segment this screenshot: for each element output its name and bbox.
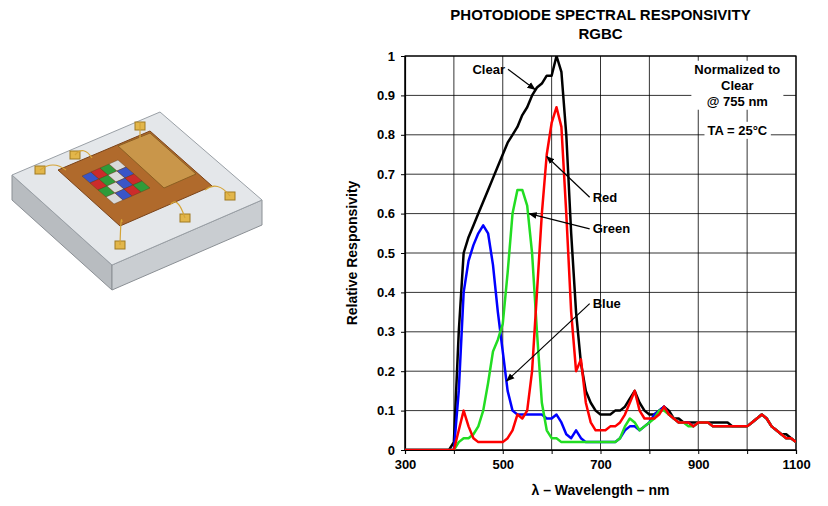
chart-subtitle: RGBC <box>578 25 622 42</box>
series-label: Clear <box>472 62 505 77</box>
filter-cell <box>133 181 150 192</box>
label-arrow <box>529 214 590 229</box>
y-grid-line <box>405 174 796 175</box>
x-tick: 1100 <box>782 450 810 472</box>
grid <box>405 56 796 450</box>
y-tick-label: 0.5 <box>377 246 395 261</box>
bond-wire <box>120 220 122 245</box>
label-arrow <box>547 156 590 197</box>
series-line <box>405 107 796 450</box>
series-label: Blue <box>593 296 621 311</box>
annotation-text: Clear <box>721 78 754 93</box>
annotations: Normalized toClear@ 755 nm TA = 25°C <box>691 61 783 139</box>
series-label: Red <box>593 190 618 205</box>
chart-title: PHOTODIODE SPECTRAL RESPONSIVITY <box>450 6 750 23</box>
y-tick-label: 0.2 <box>377 364 395 379</box>
sensor-illustration <box>12 112 262 290</box>
x-tick-label: 1100 <box>782 457 810 472</box>
y-tick: 0.1 <box>377 403 405 418</box>
y-tick-label: 1 <box>388 49 395 64</box>
y-tick: 0.3 <box>377 324 405 339</box>
annotation-background <box>691 61 783 110</box>
bond-wire <box>139 123 140 138</box>
x-axis-line <box>406 451 797 455</box>
y-tick-label: 0.7 <box>377 167 395 182</box>
series-line <box>405 56 796 450</box>
bond-wire <box>205 186 230 196</box>
bond-wire <box>75 151 92 158</box>
package-top <box>12 112 262 265</box>
x-tick: 500 <box>492 450 514 472</box>
label-arrow <box>508 69 535 89</box>
annotation-text: Normalized to <box>694 62 780 77</box>
y-tick-label: 0.6 <box>377 206 395 221</box>
bond-wire <box>170 202 185 218</box>
annotation-background <box>704 122 770 139</box>
series-line <box>405 225 796 450</box>
y-tick-label: 0 <box>388 443 395 458</box>
y-tick: 0.5 <box>377 246 405 261</box>
chart-root: PHOTODIODE SPECTRAL RESPONSIVITY RGBC 300 5… <box>0 0 828 506</box>
annotation: TA = 25°C <box>704 122 770 139</box>
die-pad <box>118 133 196 188</box>
plot-frame <box>405 56 796 450</box>
y-grid-line <box>405 371 796 372</box>
y-tick-label: 0.3 <box>377 324 395 339</box>
x-tick: 700 <box>590 450 612 472</box>
annotation-text: @ 755 nm <box>707 94 768 109</box>
y-tick: 0.4 <box>377 285 405 300</box>
y-tick: 0.7 <box>377 167 405 182</box>
x-tick-label: 300 <box>395 457 417 472</box>
y-tick: 0 <box>388 443 405 458</box>
annotation-text: TA = 25°C <box>707 123 767 138</box>
series-labels: Clear Red Green Blue <box>472 62 630 381</box>
y-tick-label: 0.4 <box>377 285 396 300</box>
bond-wire <box>40 165 66 170</box>
x-tick: 900 <box>688 450 710 472</box>
die <box>58 131 212 226</box>
y-tick-label: 0.8 <box>377 127 395 142</box>
label-arrow <box>507 304 590 381</box>
x-axis: 300 500 700 900 1100 <box>395 450 811 472</box>
y-axis: 0 0.1 0.2 0.3 0.4 0.5 0.6 0.7 0.8 0.9 1 <box>377 49 406 458</box>
series-label: Green <box>593 221 631 236</box>
y-axis-title: Relative Responsivity <box>344 180 360 325</box>
y-tick-label: 0.9 <box>377 88 395 103</box>
y-tick: 1 <box>388 49 405 64</box>
y-tick: 0.6 <box>377 206 405 221</box>
x-tick: 300 <box>395 450 417 472</box>
x-axis-title: λ – Wavelength – nm <box>532 482 670 498</box>
y-tick: 0.9 <box>377 88 405 103</box>
annotation: Normalized toClear@ 755 nm <box>691 61 783 110</box>
y-tick-label: 0.1 <box>377 403 395 418</box>
y-grid-line <box>405 213 796 214</box>
x-tick-label: 900 <box>688 457 710 472</box>
y-tick: 0.8 <box>377 127 405 142</box>
y-tick: 0.2 <box>377 364 405 379</box>
x-tick-label: 500 <box>492 457 514 472</box>
y-grid-line <box>405 331 796 332</box>
plot-lines <box>405 56 796 450</box>
x-tick-label: 700 <box>590 457 612 472</box>
